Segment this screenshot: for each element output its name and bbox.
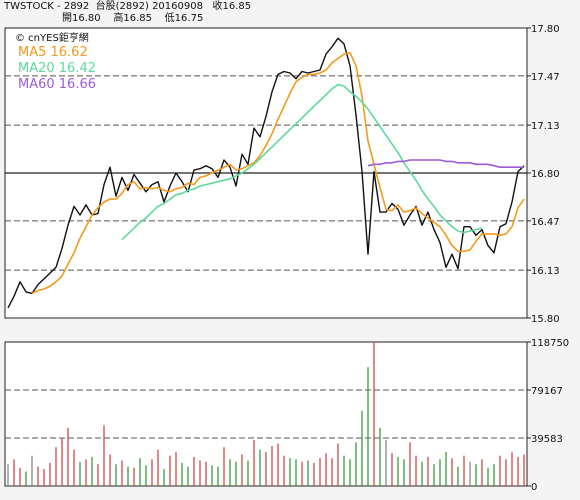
header-line-1: TWSTOCK - 2892 台股(2892) 20160908 收16.85 [4,1,252,12]
volume-tick-label: 79167 [531,386,563,397]
price-tick-label: 15.80 [531,314,560,325]
copyright-label: © cnYES鉅亨網 [15,31,89,44]
volume-tick-label: 0 [531,482,537,493]
ma20-line [121,83,483,241]
ma5-line [31,51,525,295]
price-tick-label: 17.13 [531,121,560,132]
price-tick-label: 16.13 [531,266,560,277]
price-line [7,37,525,309]
volume-tick-label: 39583 [531,434,563,445]
header-line-2: 開16.80 高16.85 低16.75 [62,13,204,24]
ma60-line [367,159,524,168]
price-panel: 17.80 17.47 17.13 16.80 16.47 16.13 15.80 [4,24,560,325]
price-tick-label: 16.80 [531,169,560,180]
price-tick-label: 17.47 [531,72,560,83]
legend-ma20: MA20 16.42 [18,61,96,76]
volume-panel: 118750 79167 39583 0 [4,338,569,493]
price-tick-label: 17.80 [531,24,560,35]
legend-ma60: MA60 16.66 [18,77,96,92]
legend-ma5: MA5 16.62 [18,45,88,60]
price-tick-label: 16.47 [531,217,560,228]
volume-tick-label: 118750 [531,338,569,349]
